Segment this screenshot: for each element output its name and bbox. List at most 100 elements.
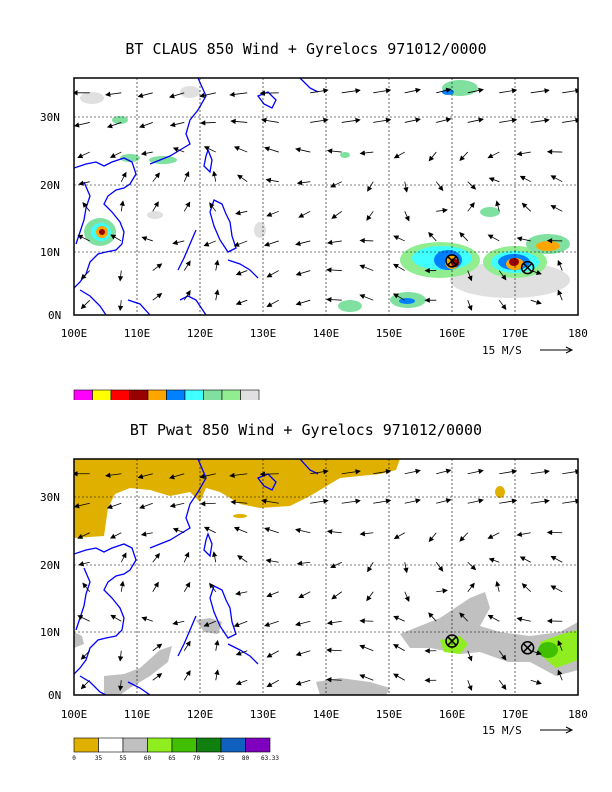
wind-arrowhead (265, 177, 272, 183)
wind-arrowhead (442, 588, 448, 594)
wind-arrowhead (424, 677, 430, 683)
wind-arrowhead (235, 300, 242, 306)
wind-arrowhead (153, 581, 159, 588)
vector-scale-arrow (540, 346, 574, 354)
wind-arrowhead (501, 304, 507, 310)
wind-arrowhead (185, 201, 191, 208)
wind-arrowhead (261, 498, 267, 504)
colorbar-label: 65 (168, 755, 176, 762)
wind-arrowhead (323, 498, 329, 504)
wind-arrowhead (557, 259, 563, 266)
colorbar-swatch (98, 737, 124, 753)
wind-arrowhead (516, 531, 523, 537)
wind-arrowhead (154, 552, 160, 559)
wind-arrowhead (467, 275, 473, 282)
wind-arrowhead (546, 238, 553, 244)
wind-arrowhead (478, 468, 484, 474)
wind-arrowhead (511, 498, 518, 504)
colorbar-label: 35 (95, 755, 103, 762)
wind-arrowhead (331, 213, 338, 219)
colorbar-swatch (147, 389, 167, 400)
wind-arrowhead (519, 175, 526, 181)
x-tick-label: 120E (187, 708, 214, 721)
wind-arrowhead (546, 529, 553, 536)
coastlines (74, 459, 319, 695)
wind-arrowhead (118, 275, 124, 282)
wind-arrowhead (266, 211, 273, 217)
x-tick-label: 140E (313, 327, 340, 340)
wind-arrowhead (470, 184, 477, 190)
colorbar-swatch (196, 737, 222, 753)
wind-arrowhead (169, 502, 176, 508)
panel2-map: 30N 20N 10N 0N 100E 110E 120E 130E 140E … (40, 458, 588, 762)
colorbar-swatch (73, 737, 99, 753)
wind-arrowhead (323, 88, 329, 94)
wind-arrowhead (82, 202, 88, 208)
wind-arrowhead (469, 582, 475, 589)
colorbar: 208194200208216230242248264280288 (73, 389, 260, 400)
wind-arrowhead (172, 239, 179, 246)
wind-arrowhead (535, 650, 542, 656)
wind-arrowhead (298, 593, 305, 599)
wind-arrowhead (385, 117, 392, 123)
colorbar-swatch (184, 389, 204, 400)
wind-arrowhead (404, 215, 410, 222)
wind-arrowhead (546, 149, 553, 155)
x-tick-label: 140E (313, 708, 340, 721)
gyre-location-marker (520, 260, 535, 275)
wind-arrowhead (424, 267, 430, 274)
wind-arrowhead (233, 241, 240, 247)
wind-arrowhead (367, 566, 373, 573)
wind-arrowhead (519, 556, 526, 562)
wind-arrowhead (296, 560, 303, 566)
wind-arrowhead (330, 563, 337, 568)
wind-arrowhead (141, 616, 148, 622)
wind-arrowhead (118, 305, 124, 312)
wind-arrowhead (544, 469, 550, 475)
wind-arrowhead (154, 172, 160, 179)
wind-arrowhead (203, 621, 210, 627)
wind-arrowhead (359, 618, 365, 624)
wind-arrowhead (550, 205, 557, 210)
wind-arrowhead (185, 670, 191, 676)
wind-arrowhead (110, 234, 117, 240)
wind-arrowhead (442, 207, 448, 214)
y-tick-label: 20N (40, 179, 60, 192)
wind-arrowhead (237, 174, 243, 180)
wind-arrowhead (495, 580, 501, 587)
wind-arrowhead (415, 117, 421, 123)
wind-arrowhead (237, 555, 243, 561)
colorbar-swatch (171, 737, 197, 753)
wind-arrowhead (428, 155, 435, 162)
wind-arrowhead (156, 293, 163, 299)
wind-arrowhead (326, 677, 332, 683)
colorbar-swatch (122, 737, 148, 753)
wind-arrowhead (203, 526, 210, 532)
x-tick-label: 180 (568, 327, 588, 340)
wind-arrowhead (259, 90, 266, 96)
wind-arrowhead (74, 471, 78, 477)
wind-arrowhead (141, 236, 148, 242)
wind-arrowhead (185, 581, 191, 588)
wind-arrowhead (235, 680, 242, 686)
wind-arrowhead (478, 117, 484, 123)
wind-arrowhead (359, 644, 366, 650)
wind-arrowhead (535, 299, 542, 305)
wind-arrowhead (428, 536, 435, 543)
x-tick-label: 100E (61, 327, 88, 340)
wind-arrowhead (355, 498, 361, 504)
wind-arrowhead (214, 669, 220, 676)
wind-arrowhead (478, 87, 484, 94)
wind-arrowhead (156, 673, 163, 679)
wind-arrowhead (264, 241, 270, 247)
wind-arrowhead (501, 274, 507, 281)
colorbar-swatch (129, 389, 149, 400)
wind-arrowhead (156, 263, 163, 269)
wind-arrowhead (544, 117, 550, 124)
wind-arrowhead (393, 235, 400, 241)
wind-arrowhead (428, 231, 434, 238)
wind-arrowhead (393, 644, 399, 649)
wind-arrowhead (77, 153, 84, 159)
wind-arrowhead (323, 117, 329, 124)
x-tick-label: 120E (187, 327, 214, 340)
